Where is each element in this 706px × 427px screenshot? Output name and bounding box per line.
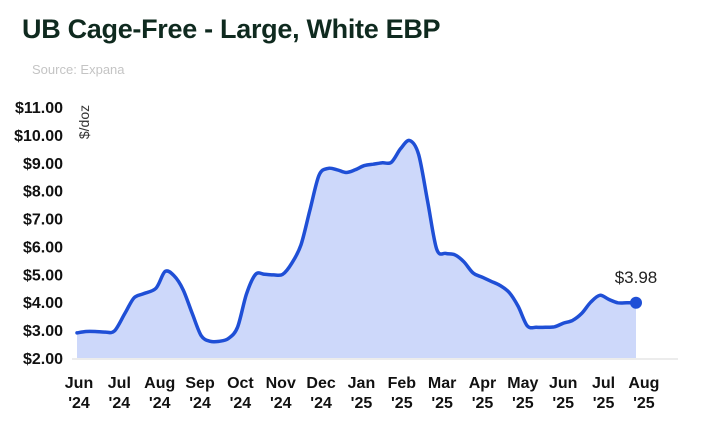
latest-value-marker: [630, 296, 642, 309]
y-tick-label: $3.00: [23, 323, 63, 340]
y-axis-ticks: $2.00 $3.00 $4.00 $5.00 $6.00 $7.00 $8.00 $9.00…: [14, 100, 63, 368]
y-tick-label: $2.00: [23, 351, 63, 368]
price-area: [77, 140, 636, 358]
chart-title: UB Cage-Free - Large, White EBP: [22, 14, 441, 44]
x-tick-label: Aug '24: [144, 375, 175, 412]
y-tick-label: $7.00: [23, 212, 63, 229]
x-tick-label: Mar '25: [428, 375, 456, 412]
x-tick-label: Apr '25: [469, 375, 497, 412]
x-tick-label: Sep '24: [185, 375, 215, 412]
x-tick-label: May '25: [507, 375, 538, 412]
y-tick-label: $6.00: [23, 239, 63, 256]
x-tick-label: Jun '25: [549, 375, 577, 412]
y-tick-label: $5.00: [23, 267, 63, 284]
y-tick-label: $9.00: [23, 156, 63, 173]
x-tick-label: Oct '24: [227, 375, 254, 412]
latest-value-label: $3.98: [615, 268, 658, 287]
x-tick-label: Feb '25: [388, 375, 417, 412]
y-tick-label: $8.00: [23, 184, 63, 201]
x-tick-label: Aug '25: [628, 375, 659, 412]
y-axis-label: $/doz: [76, 105, 92, 139]
price-line: [75, 138, 638, 344]
x-axis-ticks: Jun '24 Jul '24 Aug '24 Sep '24 Oct '24 Nov '24 Dec '…: [65, 375, 660, 412]
y-tick-label: $10.00: [14, 128, 63, 145]
x-tick-label: Jun '24: [65, 375, 93, 412]
x-tick-label: Jul '24: [108, 375, 131, 412]
x-tick-label: Jul '25: [592, 375, 615, 412]
x-tick-label: Jan '25: [348, 375, 376, 412]
y-tick-label: $4.00: [23, 295, 63, 312]
source-note: Source: Expana: [32, 62, 125, 77]
y-tick-label: $11.00: [15, 100, 63, 117]
x-tick-label: Nov '24: [266, 375, 296, 412]
x-tick-label: Dec '24: [306, 375, 335, 412]
